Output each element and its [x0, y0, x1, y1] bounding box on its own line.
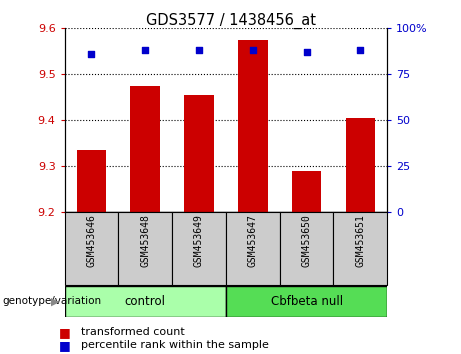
Point — [357, 47, 364, 53]
Bar — [118, 212, 172, 285]
Bar — [333, 212, 387, 285]
Text: ■: ■ — [59, 326, 71, 338]
Bar — [130, 86, 160, 212]
Bar — [65, 212, 118, 285]
Text: GSM453646: GSM453646 — [86, 215, 96, 268]
Text: GSM453650: GSM453650 — [301, 215, 312, 268]
Text: genotype/variation: genotype/variation — [2, 296, 101, 306]
Text: Cbfbeta null: Cbfbeta null — [271, 295, 343, 308]
Point — [142, 47, 149, 53]
Point — [195, 47, 203, 53]
Point — [303, 50, 310, 55]
Bar — [226, 212, 280, 285]
Text: GDS3577 / 1438456_at: GDS3577 / 1438456_at — [146, 12, 315, 29]
Bar — [172, 212, 226, 285]
Bar — [226, 286, 387, 317]
Bar — [184, 95, 214, 212]
Point — [88, 51, 95, 57]
Text: control: control — [125, 295, 165, 308]
Text: GSM453651: GSM453651 — [355, 215, 366, 268]
Text: percentile rank within the sample: percentile rank within the sample — [81, 340, 269, 350]
Bar — [280, 212, 333, 285]
Bar — [77, 150, 106, 212]
Bar — [238, 40, 267, 212]
Text: GSM453647: GSM453647 — [248, 215, 258, 268]
Bar — [65, 286, 226, 317]
Text: ■: ■ — [59, 339, 71, 352]
Text: transformed count: transformed count — [81, 327, 184, 337]
Bar — [292, 171, 321, 212]
Text: GSM453649: GSM453649 — [194, 215, 204, 268]
Text: ▶: ▶ — [52, 296, 60, 306]
Bar — [346, 118, 375, 212]
Text: GSM453648: GSM453648 — [140, 215, 150, 268]
Point — [249, 47, 256, 53]
